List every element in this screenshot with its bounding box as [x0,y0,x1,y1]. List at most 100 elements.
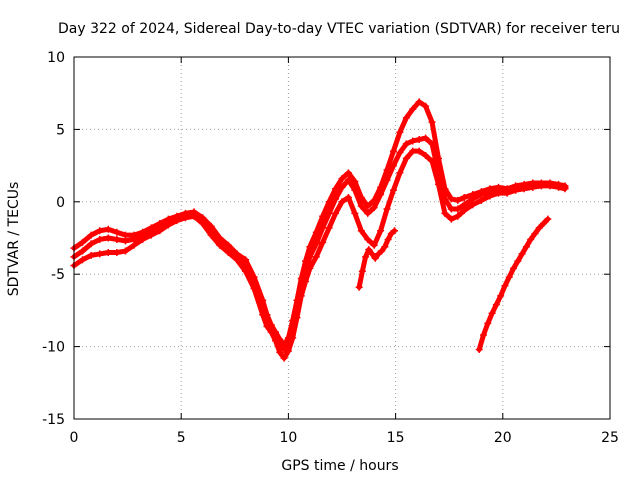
series-arc-2 [355,227,399,291]
data-point [338,175,346,183]
data-point [371,254,379,262]
x-tick-label: 20 [494,430,512,446]
data-point [454,205,462,213]
data-point [164,215,172,223]
data-point [409,137,417,145]
data-point [96,227,104,235]
data-point [79,238,87,246]
data-point [355,283,363,291]
series-arc-1c [70,98,569,349]
y-tick-label: -10 [42,340,65,356]
data-point [267,321,275,329]
data-point [289,317,297,325]
data-point [447,215,455,223]
data-point [362,253,370,261]
data-point [377,227,385,235]
data-point [173,212,181,220]
data-point [518,250,526,258]
y-tick-label: 5 [56,122,65,138]
data-point [370,204,378,212]
data-point [139,228,147,236]
x-tick-label: 0 [70,430,79,446]
data-point [365,246,373,254]
data-point [555,180,563,188]
data-point [224,241,232,249]
data-point [79,256,87,264]
data-point [121,231,129,239]
data-point [332,185,340,193]
data-point [325,209,333,217]
data-point [460,201,468,209]
data-point [357,193,365,201]
data-point [87,231,95,239]
series-trace [71,148,568,361]
series-trace [476,216,551,352]
data-point [280,354,288,362]
x-axis-label: GPS time / hours [281,458,398,474]
y-tick-label: 10 [47,50,65,66]
data-point [104,234,112,242]
data-point [486,185,494,193]
data-point [484,319,492,327]
data-point [409,147,417,155]
data-point [242,256,250,264]
data-point [492,301,500,309]
data-point [544,215,552,223]
data-point [396,169,404,177]
data-point [113,235,121,243]
data-point [104,225,112,233]
data-point [501,282,509,290]
data-point [377,183,385,191]
data-point [368,250,376,258]
data-point [396,149,404,157]
x-tick-label: 5 [177,430,186,446]
x-tick-label: 10 [279,430,297,446]
data-point [325,198,333,206]
data-point [156,220,164,228]
data-point [358,267,366,275]
data-point [293,296,301,304]
data-point [181,209,189,217]
data-point [422,102,430,110]
data-point [531,230,539,238]
data-point [147,224,155,232]
data-point [434,154,442,162]
data-point [104,248,112,256]
data-point [79,247,87,255]
y-tick-label: -15 [42,412,65,428]
data-point [250,273,258,281]
data-point [381,243,389,251]
series-trace [71,99,568,348]
data-point [207,222,215,230]
data-point [130,231,138,239]
data-point [233,250,241,258]
data-point [561,182,569,190]
data-point [447,195,455,203]
data-point [514,257,522,265]
data-point [113,248,121,256]
data-point [383,166,391,174]
data-point [422,151,430,159]
series-arc-3 [475,215,552,353]
data-point [364,202,372,210]
data-point [402,114,410,122]
data-point [344,169,352,177]
data-point [370,196,378,204]
data-point [469,191,477,199]
data-point [272,328,280,336]
data-point [537,179,545,187]
data-point [364,235,372,243]
data-point [364,209,372,217]
data-point [263,311,271,319]
data-point [402,154,410,162]
data-point [259,296,267,304]
data-point [415,136,423,144]
data-point [121,247,129,255]
data-point [522,243,530,251]
data-point [529,179,537,187]
x-tick-label: 15 [387,430,405,446]
data-point [357,227,365,235]
data-point [312,253,320,261]
data-point [338,198,346,206]
data-point [276,335,284,343]
